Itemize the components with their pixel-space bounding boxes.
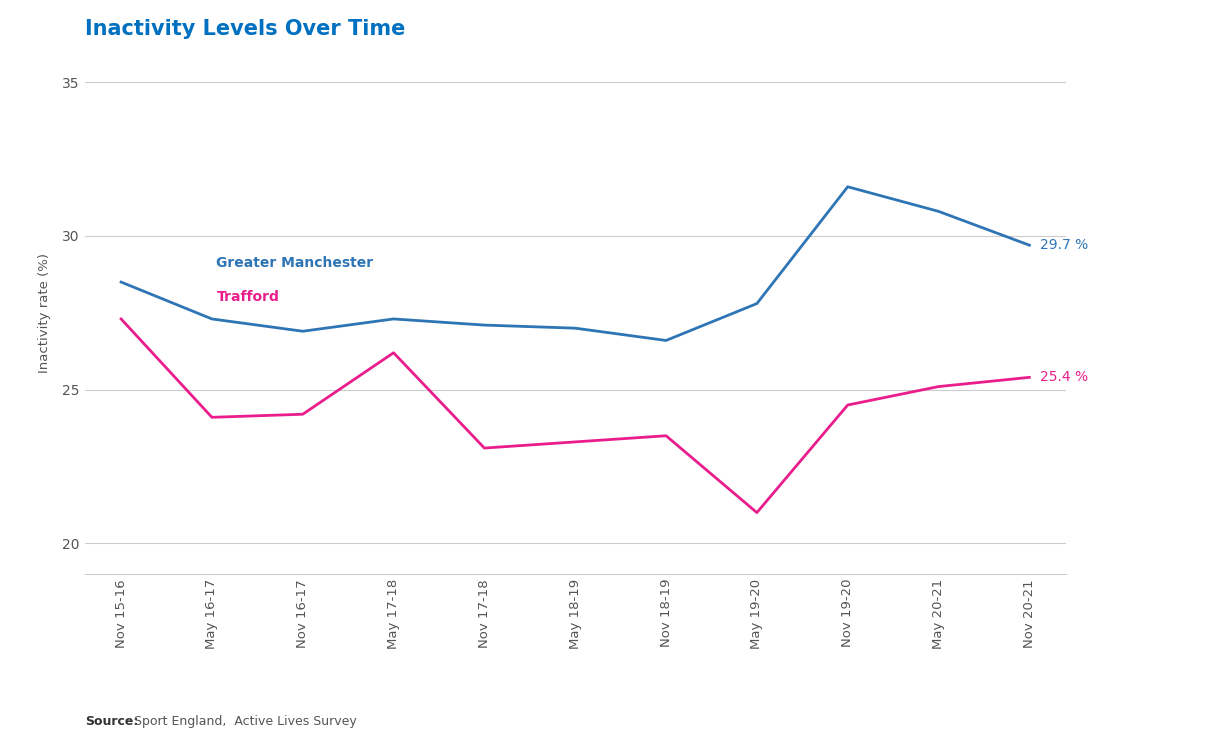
Text: Greater Manchester: Greater Manchester [217, 256, 373, 270]
Text: Trafford: Trafford [217, 289, 280, 303]
Text: Source:: Source: [85, 715, 138, 728]
Text: Sport England,  Active Lives Survey: Sport England, Active Lives Survey [130, 715, 356, 728]
Text: 25.4 %: 25.4 % [1040, 370, 1089, 384]
Text: Inactivity Levels Over Time: Inactivity Levels Over Time [85, 19, 406, 39]
Text: 29.7 %: 29.7 % [1040, 238, 1089, 252]
Y-axis label: Inactivity rate (%): Inactivity rate (%) [39, 252, 51, 373]
